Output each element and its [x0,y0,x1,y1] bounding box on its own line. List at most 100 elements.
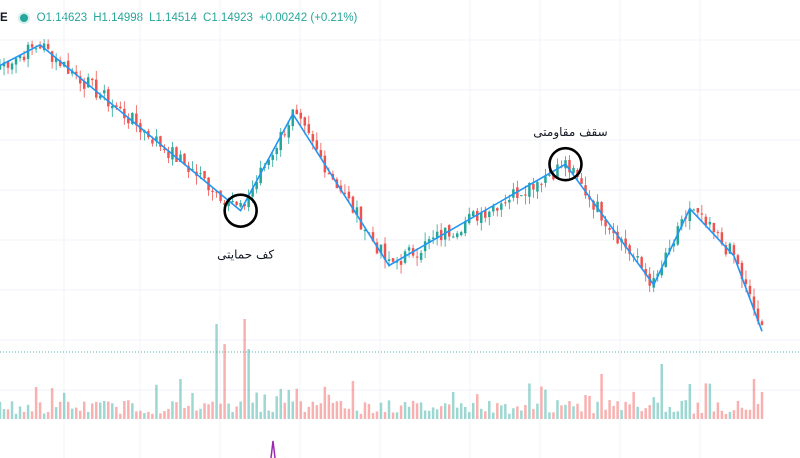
candle-body [255,181,258,190]
volume-bar [756,404,760,419]
candle-body [399,260,403,265]
volume-bar [500,405,503,419]
volume-bar [99,402,102,419]
candle-body [616,231,619,244]
volume-bar [54,407,58,419]
market-status-icon [19,14,28,22]
volume-bar [419,402,423,419]
candle-body [223,202,226,205]
drawing-marker-icon [270,440,276,458]
candle-body [756,308,760,322]
candle-body [239,203,242,207]
candle-body [283,134,286,136]
candle-body [463,221,467,234]
candle-body [407,247,411,251]
candle-body [127,118,130,124]
volume-bar [728,411,732,419]
change-value: +0.00242 (+0.21%) [258,12,358,24]
candle-body [299,112,303,119]
volume-bar [451,392,455,419]
volume-bar [287,389,291,419]
volume-bar [163,411,166,419]
volume-bar [139,410,142,419]
candle-body [371,232,375,242]
candle-body [135,113,138,126]
candle-body [191,169,194,171]
volume-bar [343,408,347,419]
candle-body [568,159,571,173]
volume-bar [696,402,700,419]
volume-bar [580,411,583,419]
candle-body [78,76,82,84]
volume-bar [536,403,539,419]
volume-bar [760,391,764,419]
candle-body [672,243,676,247]
volume-bar [640,411,643,419]
volume-bar [584,395,587,419]
volume-bar [656,402,659,419]
candle-body [492,205,495,212]
volume-bar [307,406,311,419]
volume-bar [496,403,499,419]
candle-body [199,173,202,175]
volume-bar [403,402,407,419]
volume-bar [2,409,6,419]
volume-bar [660,364,663,419]
candle-body [524,194,527,196]
volume-bar [676,411,680,419]
candle-body [247,196,250,208]
candle-body [379,244,383,254]
candle-body [175,147,178,162]
volume-bar [90,403,94,419]
volume-bar [179,379,182,419]
candle-body [459,232,463,236]
candle-body [628,245,631,254]
candle-body [227,202,230,207]
volume-bar [508,413,511,419]
volume-bar [732,410,736,419]
candle-body [46,43,50,49]
candle-body [423,241,427,252]
volume-bar [0,401,2,419]
volume-bar [18,406,22,419]
symbol-label[interactable]: E [0,12,8,24]
volume-bar [459,403,463,419]
candle-body [528,182,531,197]
volume-bar [415,403,419,419]
volume-bar [520,410,523,419]
volume-bar [283,402,286,419]
volume-bar [556,400,559,419]
volume-bar [351,381,355,419]
volume-bar [636,406,639,419]
candle-body [307,124,311,134]
candle-body [131,112,134,124]
candle-body [488,211,491,218]
candle-body [600,202,603,221]
volume-bar [323,386,327,419]
candle-body [544,176,547,183]
volume-bar [34,387,38,419]
volume-bar [592,413,595,419]
volume-bar [411,400,415,419]
candle-body [183,153,186,165]
volume-bar [42,413,46,419]
volume-bar [724,413,728,419]
candle-body [279,132,282,151]
volume-bar [339,400,343,419]
volume-bar [311,401,315,419]
volume-bar [171,401,174,419]
candle-body [748,285,752,295]
candle-body [107,89,110,107]
volume-bar [712,411,716,419]
volume-bar [439,406,443,419]
candle-body [211,190,214,193]
volume-bar [588,395,591,419]
volume-bar [26,404,30,419]
volume-bar [375,411,379,419]
candle-body [431,237,435,239]
volume-bar [600,374,603,419]
candle-body [14,58,18,65]
volume-bar [548,412,551,419]
candle-body [467,213,471,224]
